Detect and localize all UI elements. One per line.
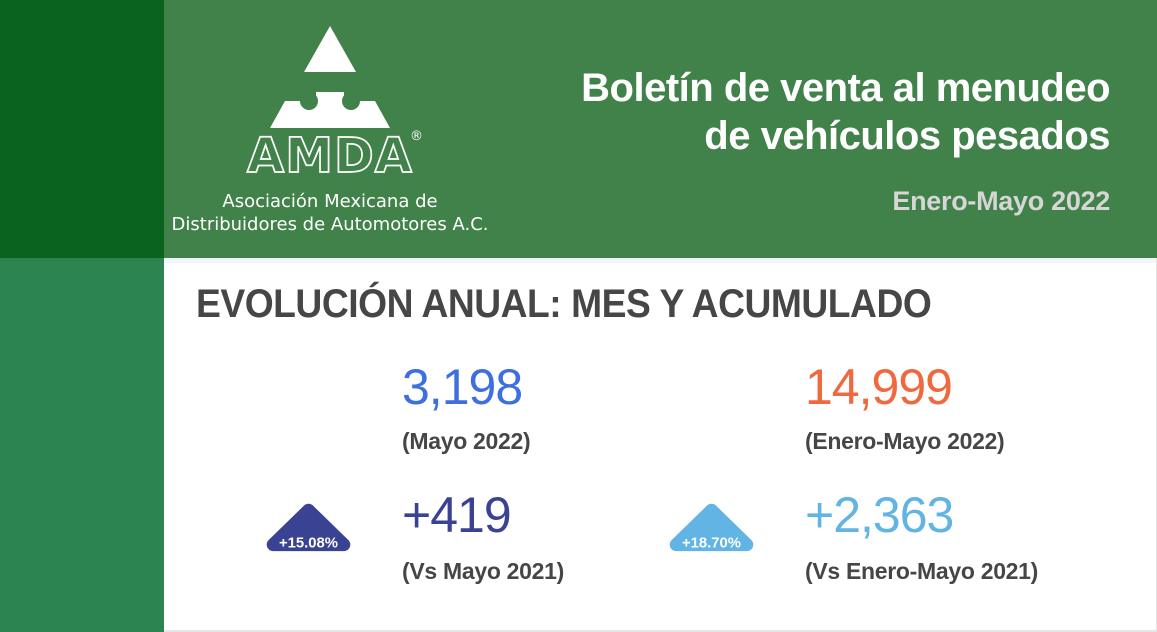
badge-month-triangle-icon: +15.08% [266,503,351,551]
logo-notch-right-icon [342,92,360,110]
period-label: Enero-Mayo 2022 [892,186,1110,216]
stat-value-accumulated: 14,999 [805,359,953,415]
bulletin-title-line2: de vehículos pesados [704,114,1110,158]
logo-triangle-icon [304,26,356,72]
header-banner: AMDA ® Asociación Mexicana de Distribuid… [0,0,1157,258]
badge-accumulated-triangle-icon: +18.70% [669,503,754,551]
badge-month-label: +15.08% [279,535,338,551]
stat-caption-month-vs: (Vs Mayo 2021) [402,558,564,584]
stat-caption-accumulated: (Enero-Mayo 2022) [805,428,1005,454]
main-content: EVOLUCIÓN ANUAL: MES Y ACUMULADO 3,198 (… [164,258,1157,632]
org-name-line1: Asociación Mexicana de [222,191,438,212]
org-name-line2: Distribuidores de Automotores A.C. [171,214,489,235]
section-title: EVOLUCIÓN ANUAL: MES Y ACUMULADO [196,282,932,326]
org-name: Asociación Mexicana de Distribuidores de… [145,190,515,236]
stat-value-month: 3,198 [402,359,523,415]
stat-value-accumulated-vs: +2,363 [805,487,954,543]
stat-value-month-vs: +419 [402,487,512,543]
registered-mark: ® [410,129,423,144]
amda-emblem-icon: AMDA ® [246,26,423,185]
logo-tab-icon [316,92,344,102]
stat-caption-accumulated-vs: (Vs Enero-Mayo 2021) [805,558,1039,584]
left-green-strip [0,258,164,632]
logo-notch-left-icon [300,92,318,110]
content-top-divider [164,258,1156,263]
amda-logo: AMDA ® Asociación Mexicana de Distribuid… [140,0,520,258]
header-dark-green-block [0,0,164,258]
logo-band-icon [270,101,390,128]
stat-caption-month: (Mayo 2022) [402,428,531,454]
bulletin-title-line1: Boletín de venta al menudeo [581,66,1110,110]
bulletin-title-block: Boletín de venta al menudeo de vehículos… [470,64,1110,217]
badge-accumulated-label: +18.70% [682,535,741,551]
logo-wordmark: AMDA [247,128,413,184]
